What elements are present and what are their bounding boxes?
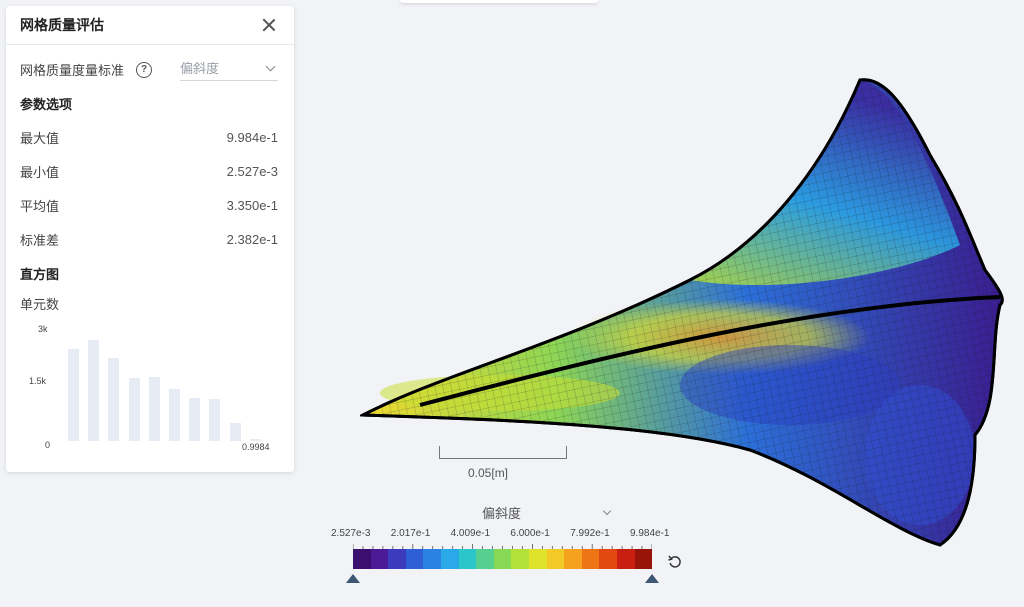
mesh-model[interactable] — [360, 75, 1010, 550]
histogram-bar — [68, 349, 79, 441]
stat-label: 最小值 — [20, 165, 60, 180]
colormap-metric-value: 偏斜度 — [482, 506, 522, 521]
colorbar-segment — [564, 549, 582, 569]
histogram-bar — [128, 377, 140, 441]
histogram-bar — [229, 422, 241, 441]
colorbar-tick-label: 2.017e-1 — [390, 528, 431, 539]
histogram-unit-row: 单元数 — [20, 294, 278, 313]
colorbar-segment — [388, 549, 406, 569]
colorbar-tick-label: 7.992e-1 — [570, 528, 610, 539]
y-tick-label: 1.5k — [29, 376, 47, 386]
colorbar-min-handle[interactable] — [346, 574, 360, 583]
top-toolbar-edge — [400, 0, 598, 3]
x-end-label: 0.9984 — [242, 442, 270, 452]
histogram-section-title: 直方图 — [20, 267, 60, 282]
histogram-bar — [209, 398, 221, 441]
stat-value: 9.984e-1 — [226, 130, 278, 145]
colorbar-tick-marks — [353, 544, 652, 549]
colorbar — [353, 549, 653, 569]
colorbar-segment — [546, 549, 565, 569]
colormap-metric-select[interactable]: 偏斜度 — [480, 503, 614, 522]
histogram-bar — [88, 340, 100, 441]
colorbar-tick-label: 4.009e-1 — [450, 528, 491, 539]
stat-row-std: 标准差 2.382e-1 — [20, 230, 278, 249]
stat-value: 3.350e-1 — [226, 198, 278, 213]
colorbar-segment — [440, 549, 459, 569]
chevron-down-icon — [602, 506, 612, 516]
panel-header: 网格质量评估 — [6, 6, 294, 45]
metric-select-value: 偏斜度 — [180, 61, 220, 76]
colorbar-segment — [476, 549, 494, 569]
colorbar-tick-label: 6.000e-1 — [510, 528, 550, 539]
colorbar-segment — [353, 549, 371, 569]
colorbar-tick-label: 9.984e-1 — [630, 528, 670, 539]
y-tick-label: 3k — [38, 324, 48, 334]
histogram-bar — [249, 438, 261, 441]
colorbar-segment — [511, 549, 529, 569]
metric-label: 网格质量度量标准 — [20, 63, 125, 78]
colorbar-segment — [458, 549, 477, 569]
stat-label: 平均值 — [20, 199, 60, 214]
stat-label: 标准差 — [20, 233, 60, 248]
metric-select[interactable]: 偏斜度 — [180, 58, 278, 81]
chevron-down-icon — [265, 61, 276, 71]
colorbar-segment — [423, 549, 441, 569]
colorbar-tick-label: 2.527e-3 — [331, 528, 371, 539]
histogram-chart: 3k 1.5k 0 0.9984 — [20, 324, 282, 464]
reset-icon[interactable] — [668, 555, 682, 569]
histogram-unit-label: 单元数 — [20, 297, 60, 312]
histogram-bar — [189, 397, 201, 441]
y-tick-label: 0 — [45, 440, 51, 450]
scale-bar-label: 0.05[m] — [468, 466, 509, 480]
colorbar-segment — [370, 549, 389, 569]
params-section-title: 参数选项 — [20, 97, 73, 112]
stat-value: 2.382e-1 — [226, 232, 278, 247]
stat-row-max: 最大值 9.984e-1 — [20, 128, 278, 147]
help-icon[interactable]: ? — [136, 61, 153, 78]
scale-bar — [439, 446, 567, 459]
colorbar-segment — [581, 549, 600, 569]
colorbar-segment — [493, 549, 512, 569]
stat-row-mean: 平均值 3.350e-1 — [20, 196, 278, 215]
colorbar-segment — [405, 549, 424, 569]
colorbar-segment — [634, 549, 653, 569]
colorbar-segment — [599, 549, 617, 569]
colorbar-max-handle[interactable] — [645, 574, 659, 583]
histogram-bar — [108, 358, 120, 441]
colorbar-segment — [528, 549, 547, 569]
stat-row-min: 最小值 2.527e-3 — [20, 162, 278, 181]
stat-label: 最大值 — [20, 131, 60, 146]
stat-value: 2.527e-3 — [226, 164, 278, 179]
histogram-bar — [169, 389, 180, 441]
mesh-quality-panel: 网格质量评估 网格质量度量标准 ? 偏斜度 参数选项 最大值 9.984e-1 … — [6, 6, 294, 472]
histogram-bar — [148, 376, 160, 441]
colorbar-segment — [616, 549, 635, 569]
metric-row: 网格质量度量标准 ? 偏斜度 — [20, 58, 278, 81]
close-icon[interactable] — [260, 16, 278, 34]
panel-title: 网格质量评估 — [20, 17, 104, 33]
